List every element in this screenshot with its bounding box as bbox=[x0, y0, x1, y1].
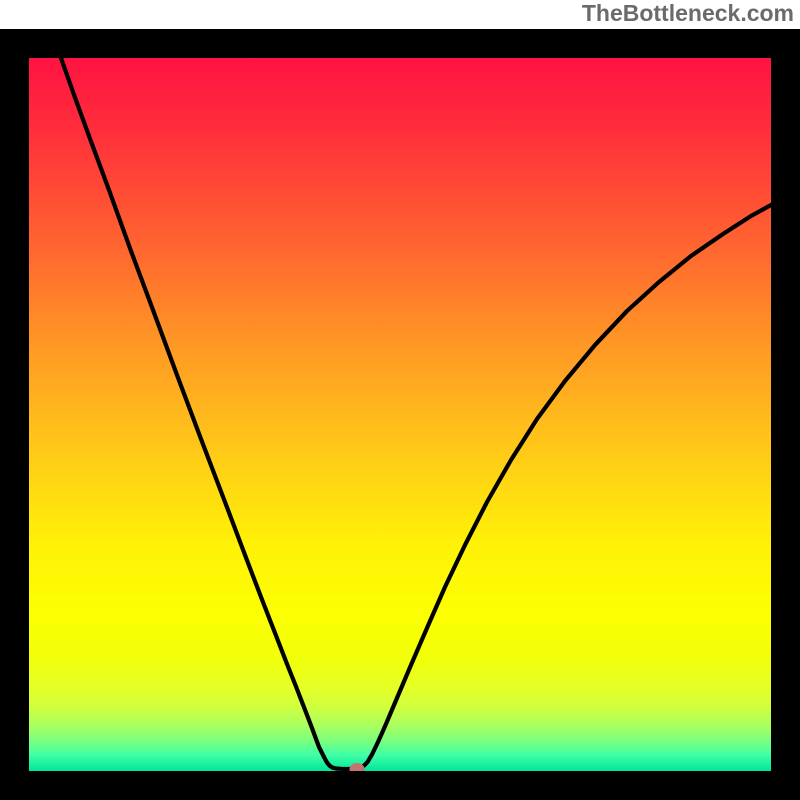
watermark-text: TheBottleneck.com bbox=[582, 0, 794, 27]
plot-area bbox=[29, 58, 771, 771]
stage: TheBottleneck.com bbox=[0, 0, 800, 800]
bottleneck-curve bbox=[61, 58, 771, 769]
optimum-marker bbox=[350, 763, 365, 771]
curve-layer bbox=[29, 58, 771, 771]
